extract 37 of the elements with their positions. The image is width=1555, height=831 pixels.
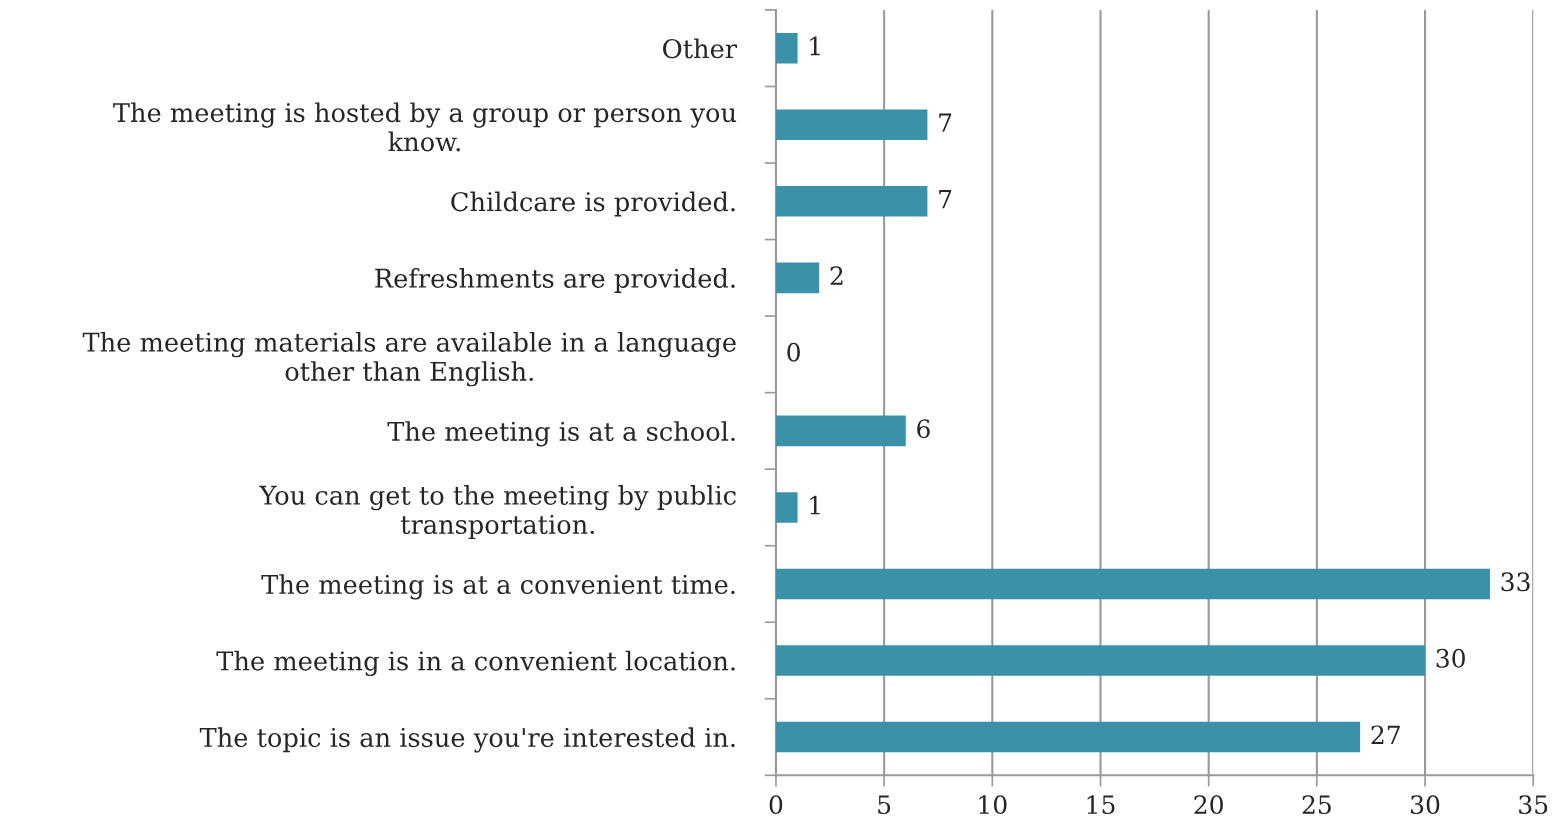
x-tick-label: 15	[1087, 795, 1115, 815]
x-tick-label: 10	[979, 795, 1007, 815]
bar	[775, 415, 906, 447]
bar	[775, 109, 928, 141]
data-label: 2	[830, 266, 843, 285]
data-label: 1	[810, 36, 820, 56]
data-label: 6	[917, 419, 930, 439]
data-label: 27	[1371, 725, 1400, 744]
y-tick-label: The meeting materials are available in a language other than English.	[82, 332, 736, 387]
bar	[775, 645, 1426, 676]
x-tick-label: 20	[1194, 795, 1223, 815]
y-tick-label: The meeting is at a convenient time.	[261, 574, 735, 600]
x-tick-label: 5	[878, 795, 891, 815]
y-tick-label: The meeting is hosted by a group or person you know.	[113, 102, 737, 152]
bar	[775, 492, 798, 523]
x-tick-label: 0	[769, 795, 783, 815]
data-label: 33	[1501, 572, 1530, 592]
bar	[775, 721, 1361, 753]
bar	[775, 32, 798, 64]
y-tick-label: Childcare is provided.	[451, 191, 735, 217]
x-tick-label: 35	[1519, 795, 1548, 815]
y-tick-label: You can get to the meeting by public transportation.	[259, 485, 736, 540]
data-label: 1	[810, 495, 820, 515]
bar	[775, 262, 820, 294]
data-label: 7	[939, 113, 952, 132]
x-tick-label: 25	[1302, 795, 1331, 815]
data-label: 7	[939, 189, 952, 209]
bar	[775, 568, 1490, 600]
y-tick-label: The topic is an issue you're interested in.	[199, 727, 735, 753]
y-tick-label: The meeting is in a convenient location.	[216, 650, 735, 676]
bar	[775, 186, 928, 217]
y-tick-label: Other	[663, 38, 738, 59]
y-tick-label: Refreshments are provided.	[375, 268, 735, 293]
data-label: 0	[787, 342, 800, 362]
data-label: 30	[1436, 648, 1465, 668]
y-tick-label: The meeting is at a school.	[387, 421, 735, 447]
x-tick-label: 30	[1411, 795, 1440, 815]
